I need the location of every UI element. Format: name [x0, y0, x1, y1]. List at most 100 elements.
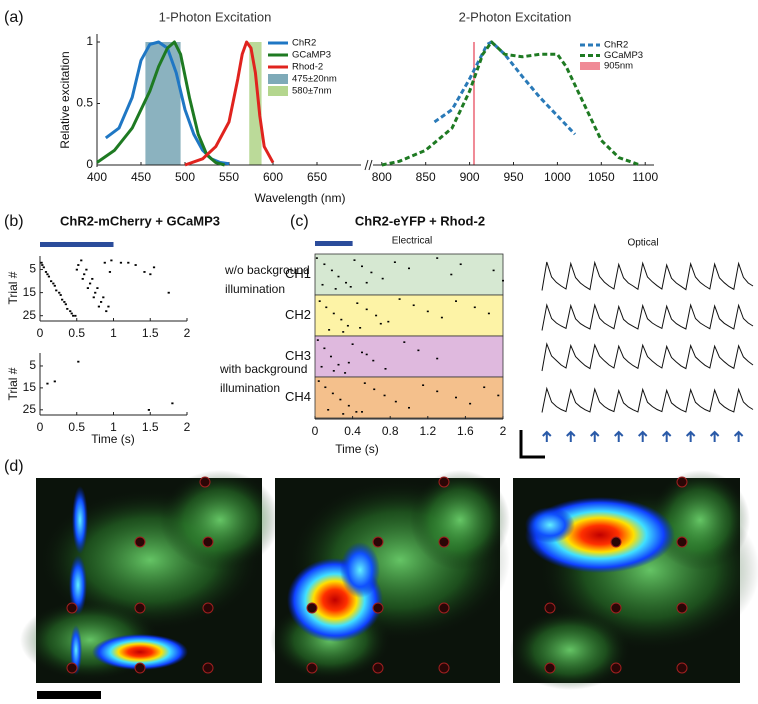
spike [379, 322, 382, 325]
spike [315, 257, 318, 259]
y-tick-label: 5 [29, 358, 36, 372]
spike [47, 275, 51, 278]
x-tick-label: 0.4 [344, 424, 361, 438]
spike [107, 305, 110, 308]
chart-subtitle: Electrical [392, 236, 433, 247]
x-tick-label: 0 [312, 424, 319, 438]
channel-label: CH3 [285, 348, 311, 363]
spike [436, 357, 439, 360]
spike [100, 301, 103, 303]
spike [373, 388, 376, 391]
spike [46, 382, 49, 385]
spike [91, 277, 94, 280]
line [433, 40, 577, 136]
spike [351, 343, 354, 345]
spike [325, 306, 328, 309]
channel-band [314, 253, 504, 296]
spike [403, 341, 406, 343]
spike [44, 271, 48, 273]
spike [483, 386, 486, 389]
spike [372, 359, 375, 362]
channel-label: CH1 [285, 266, 311, 281]
y-tick-label: 25 [23, 308, 37, 322]
spike [103, 261, 106, 264]
spike [167, 291, 170, 294]
spike [426, 310, 429, 313]
spike [492, 269, 495, 272]
panel-label: (b) [4, 213, 24, 230]
channel-label: CH2 [285, 307, 311, 322]
spike [320, 365, 323, 368]
electrodes [66, 476, 688, 674]
panel-label: (d) [4, 458, 24, 475]
x-tick-label: 1.5 [142, 326, 159, 340]
spike [53, 284, 56, 287]
spike [102, 296, 105, 299]
spike [356, 302, 359, 304]
spike [339, 398, 342, 401]
spike [53, 380, 56, 383]
y-axis-label: Trial # [6, 271, 20, 304]
y-tick-label: 0.5 [76, 96, 93, 110]
spike [88, 282, 92, 285]
spike [436, 390, 439, 393]
x-tick-label: 1.6 [457, 424, 474, 438]
panel-label: (a) [4, 9, 24, 26]
spike [455, 396, 457, 399]
chart-title: Optical [627, 238, 658, 249]
spike [66, 307, 69, 310]
spike [370, 271, 373, 274]
y-tick-label: 15 [23, 285, 37, 299]
spike [83, 273, 86, 276]
spike [398, 298, 401, 300]
x-tick-label: 2 [184, 420, 191, 434]
x-tick-label: 800 [372, 170, 392, 184]
spike [86, 287, 89, 289]
spike [502, 279, 504, 282]
spike [469, 402, 472, 405]
x-tick-label: 1.2 [419, 424, 436, 438]
channel-label: CH4 [285, 389, 311, 404]
x-tick-label: 600 [263, 170, 283, 184]
spike [55, 289, 58, 292]
channel-band [314, 294, 504, 337]
trace [541, 303, 754, 331]
spike [61, 298, 64, 301]
trace [541, 260, 754, 291]
spike [70, 312, 73, 315]
spike [330, 269, 333, 272]
spike [127, 261, 130, 264]
spike [318, 300, 321, 302]
spike [337, 363, 340, 366]
stimulus-arrow [661, 430, 672, 442]
spike [97, 305, 100, 308]
spike [143, 271, 146, 273]
x-tick-label: 0.8 [382, 424, 399, 438]
spike [94, 291, 97, 294]
spike [40, 261, 43, 264]
spike [342, 331, 345, 333]
spike [353, 259, 356, 261]
spike [361, 411, 363, 413]
spike [331, 392, 334, 395]
spike [323, 347, 326, 350]
spike [344, 372, 347, 374]
image-3 [510, 470, 758, 690]
x-tick-label: 2 [184, 326, 191, 340]
spike [96, 287, 99, 289]
legend-label: Rhod-2 [292, 62, 323, 73]
spike [337, 275, 340, 278]
stimulus-arrow [566, 430, 576, 442]
spike [75, 268, 78, 271]
spike [363, 382, 366, 384]
spike [110, 259, 113, 262]
spike [497, 394, 500, 397]
spike [365, 308, 368, 311]
chart-title: 1-Photon Excitation [159, 9, 272, 24]
spike [349, 286, 352, 288]
spike [383, 394, 386, 397]
y-tick-label: 1 [86, 34, 93, 48]
spike [152, 266, 156, 269]
scale-bar [519, 430, 545, 459]
